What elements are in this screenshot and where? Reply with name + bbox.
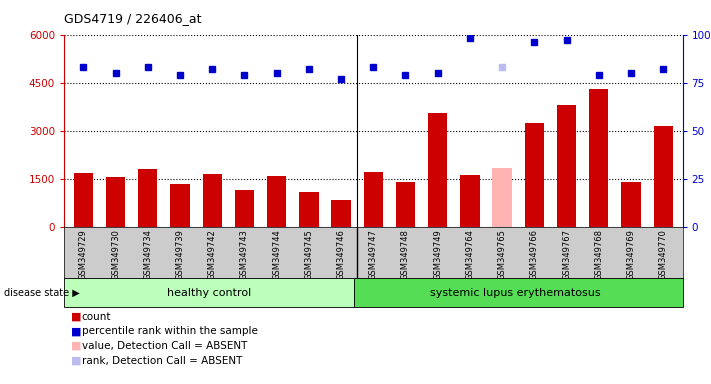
Bar [235, 190, 254, 227]
Bar [331, 200, 351, 227]
Bar [354, 278, 683, 307]
Text: count: count [82, 312, 111, 322]
Text: ■: ■ [71, 326, 82, 336]
Bar [396, 182, 415, 227]
Bar [138, 169, 157, 227]
Text: GSM349742: GSM349742 [208, 229, 217, 280]
Text: percentile rank within the sample: percentile rank within the sample [82, 326, 257, 336]
Bar [106, 177, 125, 227]
Text: GDS4719 / 226406_at: GDS4719 / 226406_at [64, 12, 201, 25]
Text: GSM349729: GSM349729 [79, 229, 88, 280]
Text: GSM349767: GSM349767 [562, 229, 571, 280]
Text: ■: ■ [71, 356, 82, 366]
Text: GSM349739: GSM349739 [176, 229, 184, 280]
Text: ■: ■ [71, 341, 82, 351]
Bar [299, 192, 319, 227]
Text: GSM349748: GSM349748 [401, 229, 410, 280]
Text: GSM349769: GSM349769 [626, 229, 636, 280]
Bar [460, 175, 480, 227]
Text: GSM349765: GSM349765 [498, 229, 507, 280]
Text: disease state ▶: disease state ▶ [4, 288, 80, 298]
Bar [428, 113, 447, 227]
Text: GSM349770: GSM349770 [658, 229, 668, 280]
Text: rank, Detection Call = ABSENT: rank, Detection Call = ABSENT [82, 356, 242, 366]
Text: healthy control: healthy control [167, 288, 251, 298]
Text: GSM349747: GSM349747 [369, 229, 378, 280]
Text: GSM349730: GSM349730 [111, 229, 120, 280]
Text: ■: ■ [71, 312, 82, 322]
Text: GSM349746: GSM349746 [336, 229, 346, 280]
Bar [64, 278, 354, 307]
Bar [493, 168, 512, 227]
Text: GSM349764: GSM349764 [466, 229, 474, 280]
Bar [653, 126, 673, 227]
Bar [363, 172, 383, 227]
Text: GSM349734: GSM349734 [143, 229, 152, 280]
Text: GSM349744: GSM349744 [272, 229, 281, 280]
Bar [621, 182, 641, 227]
Bar [171, 184, 190, 227]
Bar [203, 174, 222, 227]
Text: systemic lupus erythematosus: systemic lupus erythematosus [429, 288, 600, 298]
Text: value, Detection Call = ABSENT: value, Detection Call = ABSENT [82, 341, 247, 351]
Text: GSM349768: GSM349768 [594, 229, 604, 280]
Bar [267, 176, 287, 227]
Bar [74, 173, 93, 227]
Text: GSM349749: GSM349749 [433, 229, 442, 280]
Bar [557, 105, 576, 227]
Text: GSM349766: GSM349766 [530, 229, 539, 280]
Bar [525, 122, 544, 227]
Text: GSM349743: GSM349743 [240, 229, 249, 280]
Bar [589, 89, 609, 227]
Text: GSM349745: GSM349745 [304, 229, 314, 280]
